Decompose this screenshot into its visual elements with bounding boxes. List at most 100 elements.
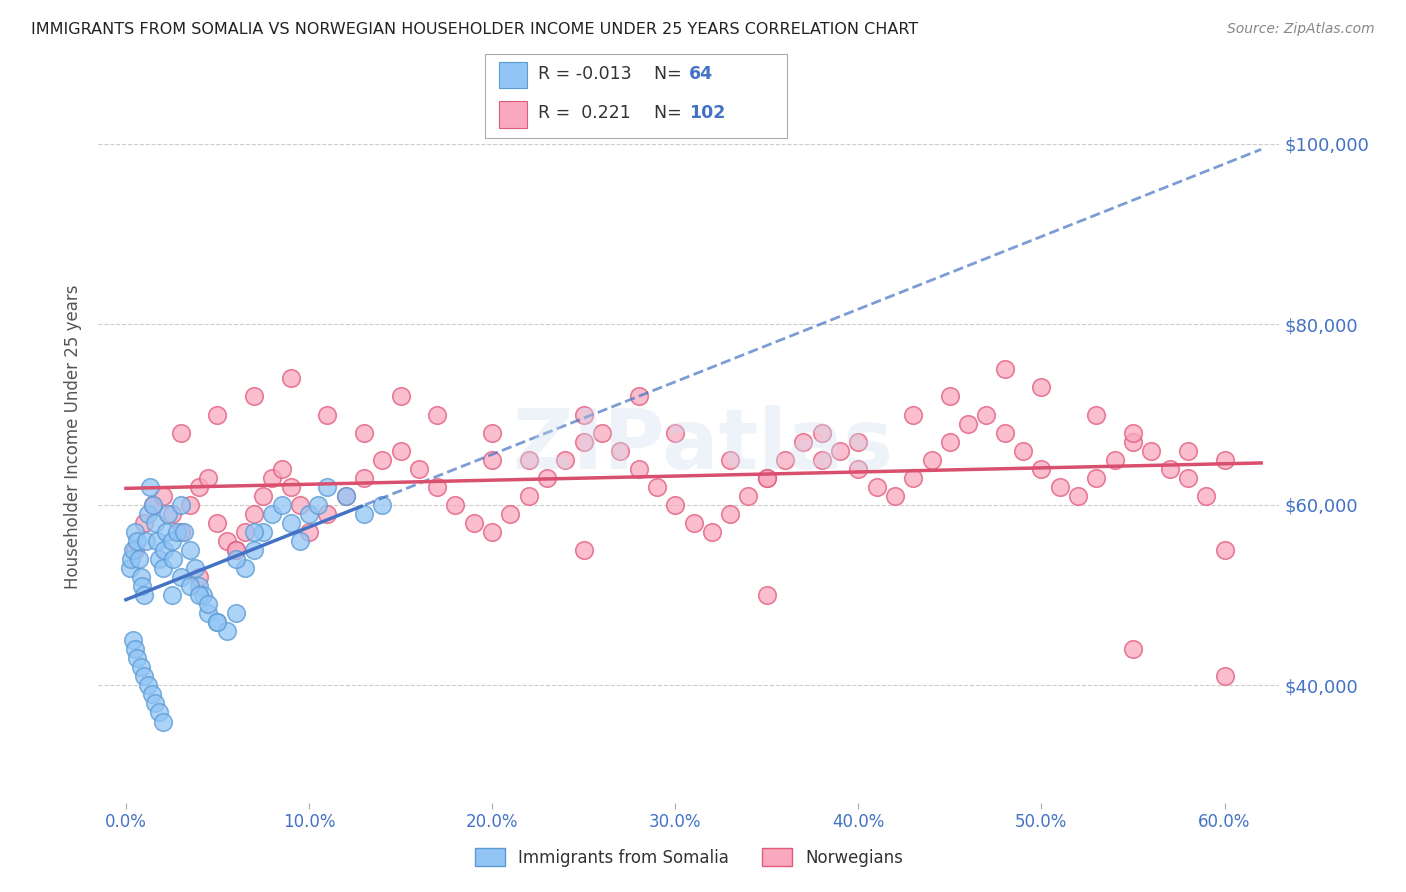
Point <box>233 561 256 575</box>
Point <box>1122 434 1144 449</box>
Text: 102: 102 <box>689 104 725 122</box>
Point <box>1122 425 1144 440</box>
Point <box>207 408 229 422</box>
Point <box>197 606 219 620</box>
Text: Source: ZipAtlas.com: Source: ZipAtlas.com <box>1227 22 1375 37</box>
Point <box>197 597 219 611</box>
Point <box>307 498 329 512</box>
Point <box>197 471 219 485</box>
Point <box>129 570 152 584</box>
Point <box>170 498 193 512</box>
Point <box>1140 443 1163 458</box>
Point <box>280 480 302 494</box>
Point <box>252 489 274 503</box>
Point <box>148 706 170 720</box>
Point <box>846 461 869 475</box>
Point <box>828 443 851 458</box>
Point <box>335 489 357 503</box>
Point <box>188 588 211 602</box>
Point <box>353 507 375 521</box>
Point <box>1049 480 1071 494</box>
Point <box>700 524 723 539</box>
Point <box>262 471 284 485</box>
Point <box>243 507 266 521</box>
Point <box>188 570 211 584</box>
Point <box>609 443 631 458</box>
Point <box>316 408 339 422</box>
Point <box>353 425 375 440</box>
Point <box>170 524 193 539</box>
Point <box>125 651 148 665</box>
Point <box>664 498 686 512</box>
Point <box>188 480 211 494</box>
Point <box>389 389 412 403</box>
Point <box>994 425 1017 440</box>
Point <box>146 533 169 548</box>
Point <box>591 425 613 440</box>
Point <box>718 507 741 521</box>
Point <box>120 552 142 566</box>
Point <box>142 498 165 512</box>
Point <box>939 389 962 403</box>
Point <box>160 588 183 602</box>
Text: R = -0.013: R = -0.013 <box>538 65 633 83</box>
Point <box>536 471 558 485</box>
Point <box>426 408 449 422</box>
Point <box>122 633 145 648</box>
Point <box>143 697 166 711</box>
Point <box>166 524 188 539</box>
Legend: Immigrants from Somalia, Norwegians: Immigrants from Somalia, Norwegians <box>467 840 911 875</box>
Point <box>481 524 503 539</box>
Point <box>124 524 146 539</box>
Point <box>1213 543 1236 558</box>
Point <box>148 552 170 566</box>
Point <box>1012 443 1035 458</box>
Point <box>426 480 449 494</box>
Point <box>136 678 159 692</box>
Point <box>755 471 778 485</box>
Point <box>737 489 759 503</box>
Point <box>152 489 174 503</box>
Point <box>288 533 311 548</box>
Point <box>1213 669 1236 683</box>
Point <box>1085 408 1108 422</box>
Point <box>125 533 148 548</box>
Point <box>903 408 925 422</box>
Point <box>134 669 156 683</box>
Point <box>499 507 522 521</box>
Point <box>288 498 311 512</box>
Point <box>353 471 375 485</box>
Point <box>280 516 302 530</box>
Point <box>207 516 229 530</box>
Point <box>481 452 503 467</box>
Point <box>143 516 166 530</box>
Point <box>191 588 214 602</box>
Point <box>627 461 650 475</box>
Point <box>1031 380 1053 394</box>
Point <box>718 452 741 467</box>
Point <box>170 570 193 584</box>
Point <box>865 480 887 494</box>
Point <box>957 417 980 431</box>
Point <box>1177 443 1199 458</box>
Point <box>243 389 266 403</box>
Point <box>134 588 156 602</box>
Point <box>371 498 394 512</box>
Point <box>118 561 141 575</box>
Point <box>135 533 157 548</box>
Point <box>280 371 302 385</box>
Point <box>173 524 195 539</box>
Text: 64: 64 <box>689 65 713 83</box>
Point <box>773 452 796 467</box>
Point <box>517 452 540 467</box>
Point <box>141 688 163 702</box>
Point <box>1067 489 1090 503</box>
Point <box>179 543 201 558</box>
Point <box>792 434 814 449</box>
Point <box>389 443 412 458</box>
Point <box>664 425 686 440</box>
Point <box>884 489 907 503</box>
Point <box>188 579 211 593</box>
Text: N=: N= <box>654 65 688 83</box>
Point <box>994 362 1017 376</box>
